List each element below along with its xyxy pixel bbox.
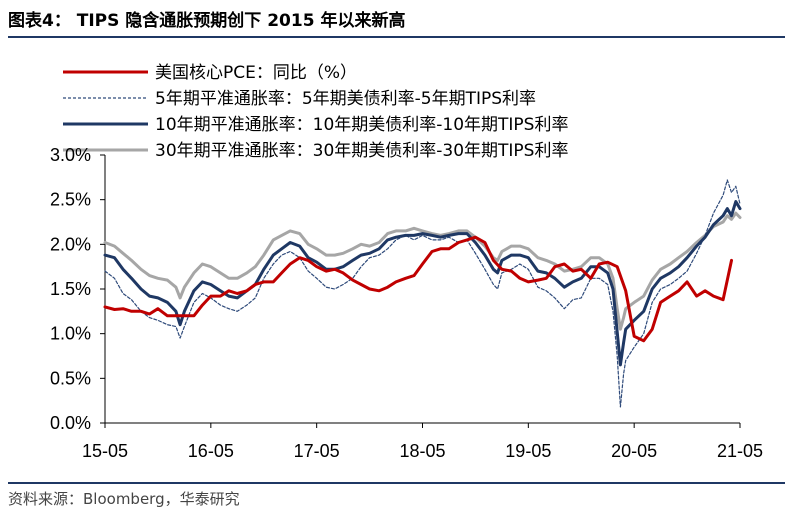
- x-tick-label: 17-05: [294, 441, 340, 461]
- legend-label-0: 美国核心PCE：同比（%）: [155, 63, 357, 83]
- y-tick-label: 0.5%: [50, 368, 91, 388]
- chart-title: 图表4： TIPS 隐含通胀预期创下 2015 年以来新高: [8, 11, 406, 31]
- x-tick-label: 21-05: [717, 441, 763, 461]
- legend-label-1: 5年期平准通胀率：5年期美债利率-5年期TIPS利率: [155, 89, 536, 109]
- x-tick-label: 18-05: [399, 441, 445, 461]
- x-tick-label: 15-05: [82, 441, 128, 461]
- chart-axes: 0.0% 0.5% 1.0% 1.5% 2.0% 2.5% 3.0% 15-05 16-05 17…: [50, 145, 763, 461]
- source-note: 资料来源：Bloomberg，华泰研究: [8, 490, 240, 508]
- chart-series: [103, 179, 742, 408]
- y-tick-label: 1.5%: [50, 279, 91, 299]
- y-tick-label: 2.0%: [50, 234, 91, 254]
- y-tick-label: 0.0%: [50, 413, 91, 433]
- title-divider: [8, 36, 785, 38]
- series-line-2: [103, 200, 742, 367]
- x-tick-label: 20-05: [611, 441, 657, 461]
- x-tick-label: 19-05: [505, 441, 551, 461]
- series-line-0: [103, 235, 733, 343]
- source-divider: [8, 482, 785, 484]
- legend-label-2: 10年期平准通胀率：10年期美债利率-10年期TIPS利率: [155, 115, 568, 135]
- x-tick-label: 16-05: [188, 441, 234, 461]
- chart-legend: 美国核心PCE：同比（%） 5年期平准通胀率：5年期美债利率-5年期TIPS利率 1…: [63, 63, 568, 161]
- legend-label-3: 30年期平准通胀率：30年期美债利率-30年期TIPS利率: [155, 141, 568, 161]
- line-chart: 美国核心PCE：同比（%） 5年期平准通胀率：5年期美债利率-5年期TIPS利率 1…: [50, 63, 763, 461]
- y-tick-label: 3.0%: [50, 145, 91, 165]
- y-tick-label: 2.5%: [50, 190, 91, 210]
- series-line-3: [103, 211, 742, 331]
- y-tick-label: 1.0%: [50, 324, 91, 344]
- series-line-1: [104, 179, 741, 408]
